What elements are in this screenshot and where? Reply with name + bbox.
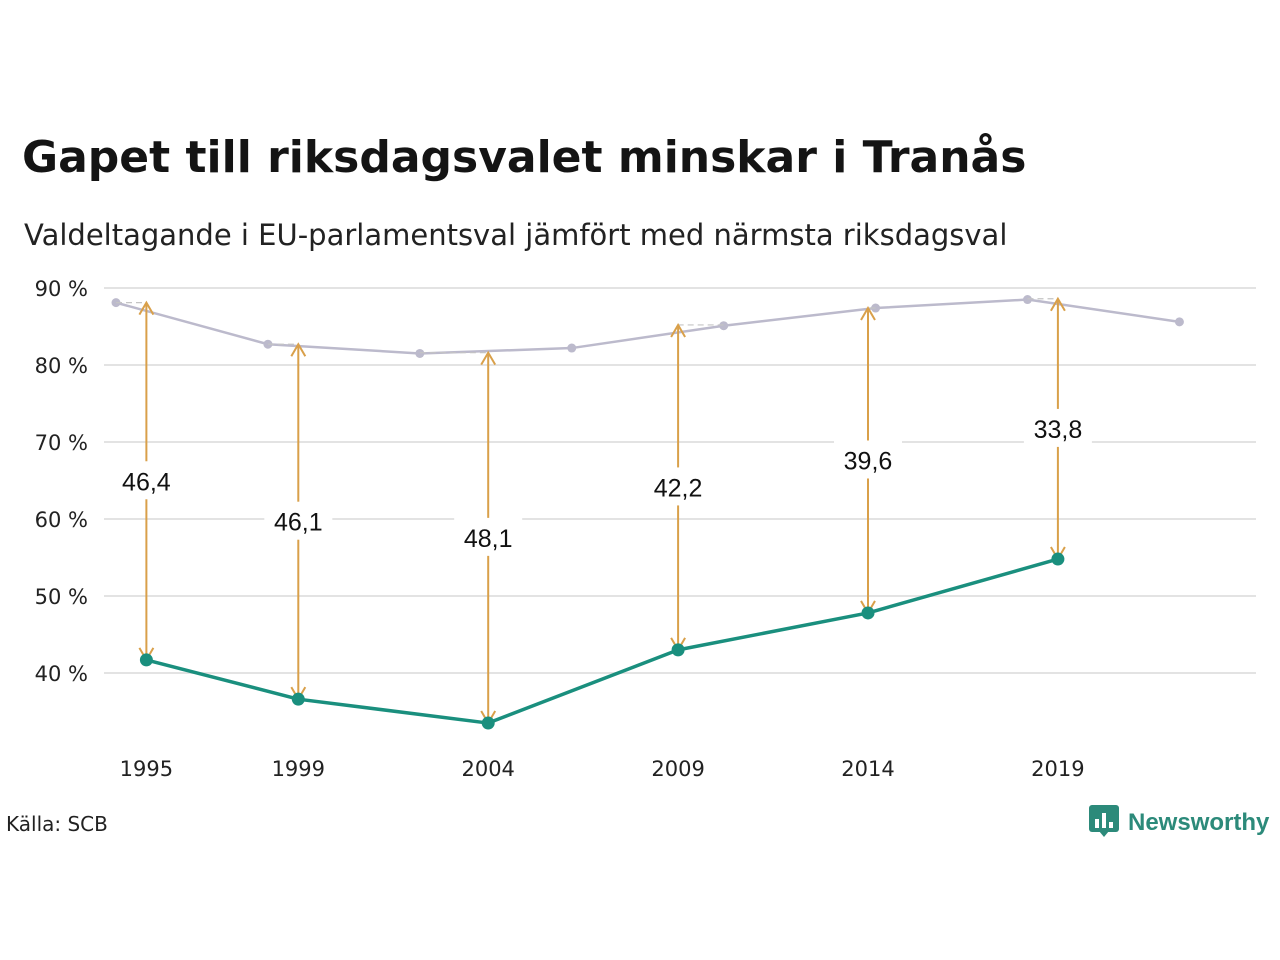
gap-label-bg <box>644 467 713 506</box>
y-axis: 40 % 50 % 60 % 70 % 80 % 90 % <box>35 277 88 686</box>
riksdag-point <box>1174 317 1184 327</box>
chart-title: Gapet till riksdagsvalet minskar i Tranå… <box>22 132 1027 183</box>
gap-label-bg <box>264 501 333 540</box>
riksdag-line <box>115 298 1180 355</box>
x-tick-label: 2019 <box>1031 757 1084 781</box>
gap-label: 33,8 <box>1034 416 1083 444</box>
y-tick-label: 50 % <box>35 585 88 609</box>
gap-label-bg <box>454 517 523 556</box>
eu-point <box>139 653 153 667</box>
x-tick-label: 2004 <box>461 757 514 781</box>
y-tick-label: 80 % <box>35 354 88 378</box>
gap-label-bg <box>834 440 902 479</box>
x-axis: 1995 1999 2004 2009 2014 2019 <box>120 757 1085 781</box>
newsworthy-logo-icon <box>1088 804 1120 842</box>
y-tick-label: 70 % <box>35 431 88 455</box>
gap-label: 46,4 <box>122 468 171 496</box>
y-tick-label: 40 % <box>35 662 88 686</box>
y-tick-label: 90 % <box>35 277 88 301</box>
turnout-chart: 40 % 50 % 60 % 70 % 80 % 90 % 1995 1999 2004 200… <box>35 277 1256 781</box>
riksdag-point <box>1023 295 1033 305</box>
gap-label-bg <box>1023 408 1092 447</box>
gap-arrow-head-top <box>860 306 876 321</box>
riksdag-series <box>111 295 1184 358</box>
eu-point <box>861 606 875 620</box>
riksdag-point <box>415 348 425 358</box>
gap-label-bg <box>112 461 181 500</box>
chart-subtitle: Valdeltagande i EU-parlamentsval jämfört… <box>24 218 1008 252</box>
eu-point <box>1051 552 1065 566</box>
brand-name: Newsworthy <box>1128 809 1270 836</box>
eu-line <box>145 557 1059 725</box>
x-tick-label: 2014 <box>841 757 894 781</box>
gap-arrow-head-top <box>290 342 307 357</box>
riksdag-point <box>567 343 577 353</box>
x-tick-label: 1995 <box>120 757 173 781</box>
gap-label: 48,1 <box>464 525 513 553</box>
gap-arrows <box>116 296 1066 726</box>
gap-arrow-head-top <box>480 350 497 366</box>
source-note: Källa: SCB <box>6 812 108 836</box>
gap-label: 42,2 <box>654 474 703 502</box>
eu-point <box>671 643 685 657</box>
gap-arrow-head-top <box>1050 296 1066 312</box>
y-tick-label: 60 % <box>35 508 88 532</box>
eu-point <box>291 692 305 706</box>
eu-series <box>139 552 1065 730</box>
gap-label: 46,1 <box>274 509 323 537</box>
gap-labels: 46,4 46,1 48,1 42,2 39,6 33,8 <box>112 408 1092 556</box>
brand-logo[interactable]: Newsworthy <box>1088 804 1269 842</box>
gap-label: 39,6 <box>844 447 893 475</box>
x-tick-label: 1999 <box>272 757 325 781</box>
gap-arrow-head-top <box>670 322 686 338</box>
gap-arrow-head-top <box>138 300 155 316</box>
eu-point <box>481 716 495 730</box>
riksdag-point <box>719 321 729 331</box>
x-tick-label: 2009 <box>651 757 704 781</box>
